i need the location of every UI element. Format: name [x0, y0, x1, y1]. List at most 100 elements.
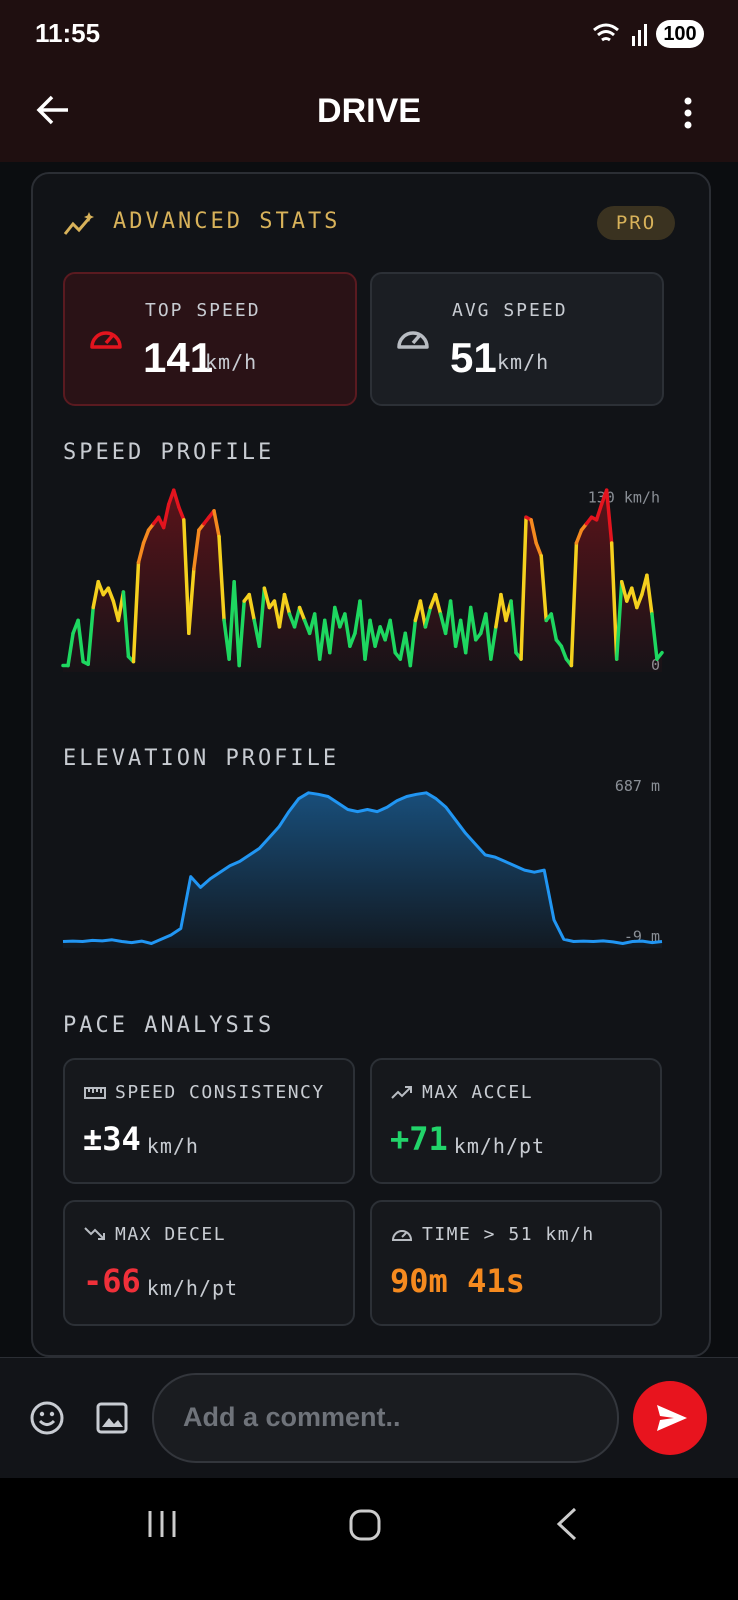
pace-value: ±34: [83, 1120, 141, 1158]
pro-badge: PRO: [597, 206, 675, 240]
area-fill: [63, 792, 662, 948]
speed-segment: [237, 599, 246, 668]
speed-segment: [177, 505, 186, 522]
pace-card: [63, 1200, 355, 1326]
speed-chart: 130 km/h0: [61, 488, 664, 674]
speed-segment: [484, 612, 493, 661]
speed-segment: [66, 631, 75, 668]
pace-value: 90m 41s: [390, 1262, 525, 1300]
speed-segment: [106, 586, 116, 603]
speed-segment: [86, 605, 95, 667]
pace-unit: km/h/pt: [453, 1134, 546, 1158]
stats-icon: [63, 212, 94, 235]
speed-segment: [433, 592, 443, 616]
speed-segment: [423, 605, 433, 629]
speed-segment: [282, 592, 292, 616]
pace-icon: [83, 1224, 107, 1251]
nav-buttons[interactable]: [140, 1505, 600, 1545]
section-title: SPEED PROFILE: [63, 440, 275, 465]
elevation-chart: 687 m-9 m: [62, 780, 663, 948]
speed-segment: [363, 618, 372, 661]
emoji-button[interactable]: [30, 1401, 64, 1435]
comment-input[interactable]: [152, 1373, 619, 1463]
speed-segment: [136, 541, 146, 565]
speed-segment: [463, 605, 473, 655]
speed-segment: [645, 573, 654, 616]
speed-segment: [232, 579, 241, 668]
speed-segment: [650, 612, 659, 661]
speed-segment: [529, 518, 538, 545]
gauge-icon: [397, 331, 429, 349]
speed-segment: [96, 579, 106, 597]
menu-button[interactable]: [682, 96, 694, 130]
stat-unit: km/h: [205, 350, 258, 374]
speed-segment: [187, 567, 196, 636]
speed-segment: [76, 618, 85, 664]
speed-segment: [408, 618, 418, 668]
speed-segment: [569, 541, 579, 668]
y-tick-label: 687 m: [615, 780, 660, 795]
speed-segment: [297, 605, 307, 623]
speed-segment: [604, 488, 614, 545]
speed-segment: [655, 650, 664, 661]
comment-placeholder: Add a comment..: [183, 1402, 401, 1432]
battery: 100: [656, 20, 704, 48]
speed-segment: [312, 612, 322, 661]
stat-label: TOP SPEED: [145, 300, 261, 321]
pace-icon: [83, 1082, 107, 1109]
avg-speed-card: [370, 272, 664, 406]
speed-segment: [182, 518, 191, 636]
speed-segment: [343, 612, 352, 648]
stat-label: AVG SPEED: [452, 300, 568, 321]
pace-icon: [390, 1082, 414, 1109]
stat-value: 51: [450, 334, 497, 381]
pace-card: [370, 1058, 662, 1184]
image-button[interactable]: [96, 1402, 128, 1434]
page-title: DRIVE: [317, 92, 421, 130]
speed-segment: [171, 488, 181, 509]
speed-segment: [574, 528, 584, 545]
speed-segment: [559, 644, 569, 661]
back-button[interactable]: [36, 94, 72, 126]
pace-card: [63, 1058, 355, 1184]
speed-segment: [212, 509, 221, 539]
speed-segment: [328, 605, 337, 655]
speed-segment: [549, 612, 559, 642]
speed-segment: [614, 579, 624, 661]
section-title: ELEVATION PROFILE: [63, 746, 340, 771]
speed-segment: [519, 515, 528, 661]
speed-segment: [217, 534, 226, 623]
pace-label: TIME > 51 km/h: [422, 1224, 595, 1245]
speed-segment: [619, 579, 629, 603]
signal-icons: [593, 23, 647, 46]
gauge-icon: [90, 331, 122, 349]
speed-segment: [192, 528, 201, 571]
speed-segment: [509, 599, 518, 655]
speed-segment: [141, 528, 151, 545]
speed-segment: [388, 618, 397, 655]
send-button[interactable]: [633, 1381, 707, 1455]
status-time: 11:55: [35, 18, 101, 48]
speed-segment: [277, 592, 287, 629]
section-title: ADVANCED STATS: [113, 209, 341, 234]
pace-icon: [390, 1224, 414, 1251]
speed-segment: [418, 599, 428, 629]
speed-segment: [333, 605, 342, 629]
pace-label: MAX ACCEL: [422, 1082, 534, 1103]
stat-unit: km/h: [497, 350, 550, 374]
speed-segment: [262, 586, 272, 610]
speed-segment: [247, 592, 257, 623]
speed-segment: [635, 592, 644, 610]
section-title: PACE ANALYSIS: [63, 1013, 275, 1038]
icon: [391, 1230, 413, 1241]
speed-segment: [368, 618, 377, 648]
stat-value: 141: [143, 334, 214, 381]
speed-segment: [594, 502, 604, 522]
speed-segment: [292, 605, 302, 629]
speed-segment: [131, 560, 141, 664]
speed-segment: [489, 625, 498, 661]
pace-label: SPEED CONSISTENCY: [115, 1082, 325, 1103]
pace-value: -66: [83, 1262, 141, 1300]
speed-segment: [348, 631, 357, 648]
